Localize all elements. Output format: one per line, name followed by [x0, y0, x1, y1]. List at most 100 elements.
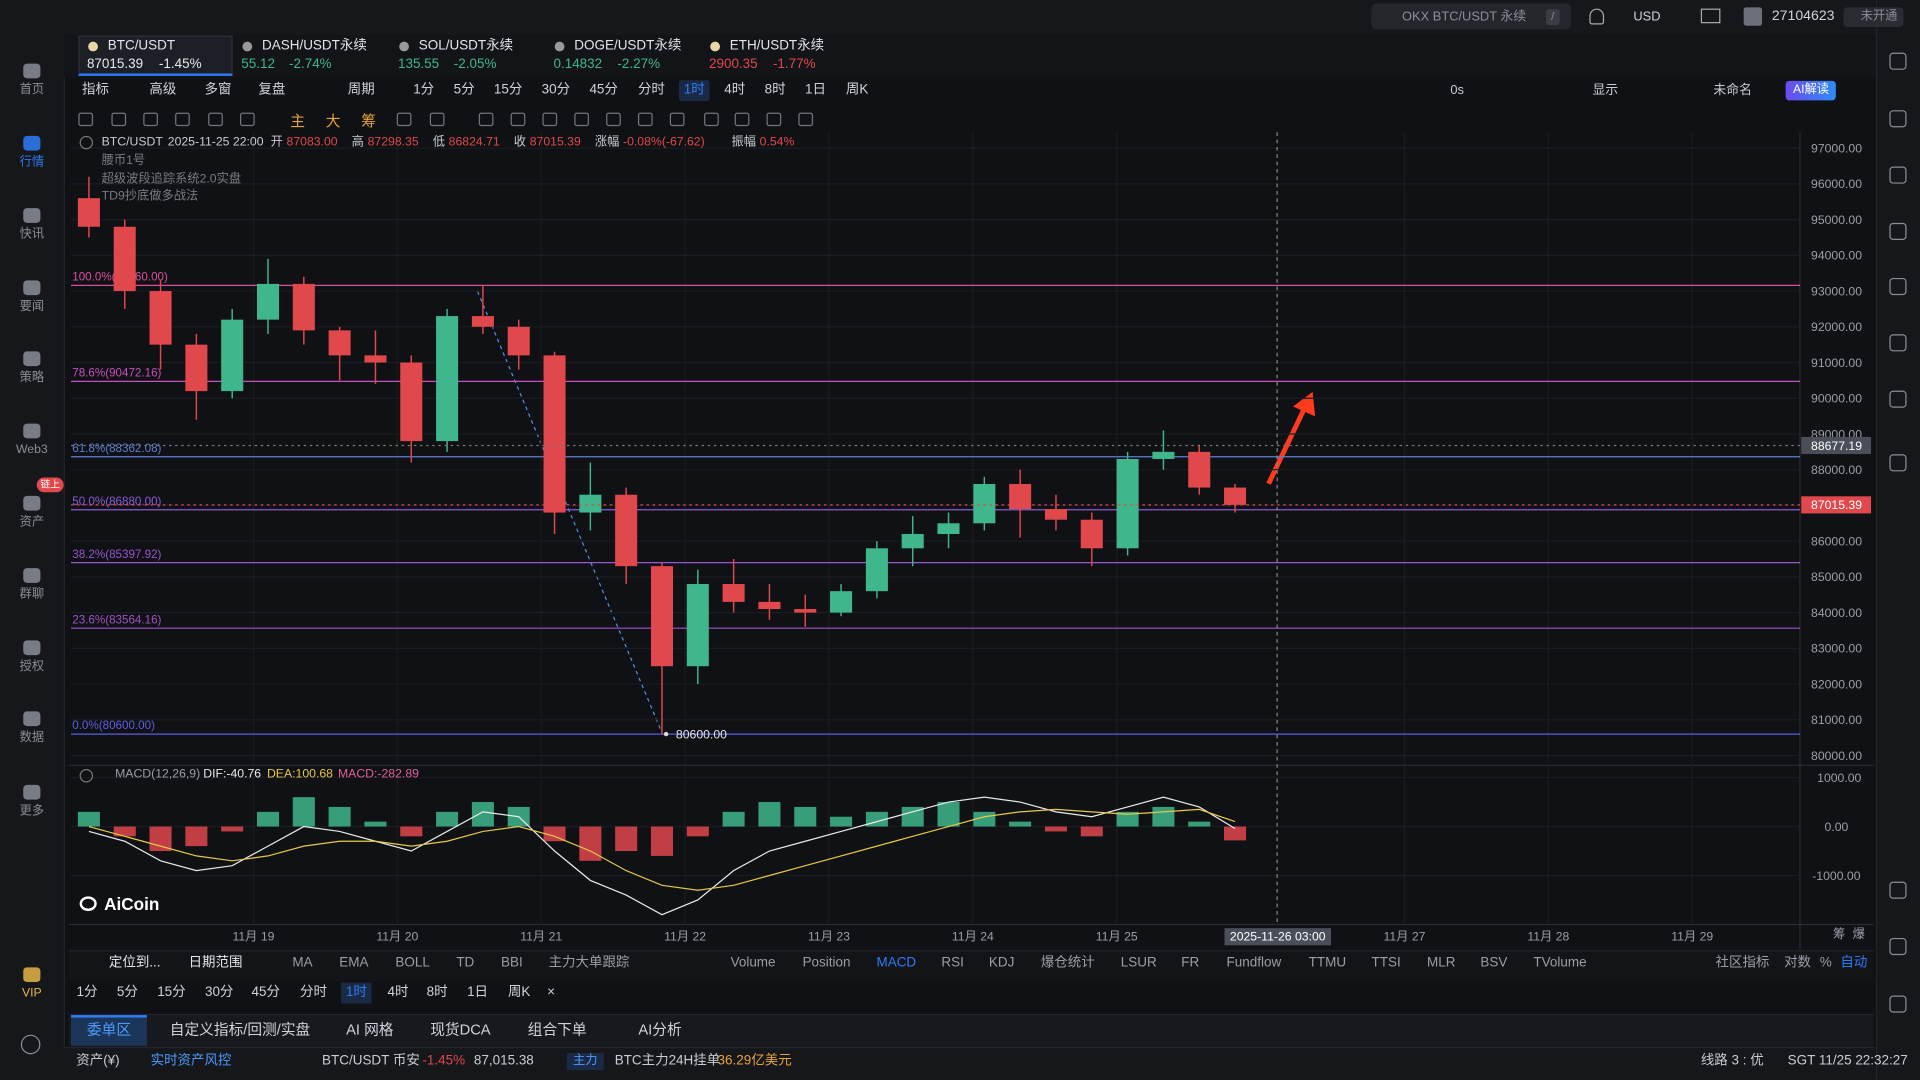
indicator-name[interactable]: TD9抄底做多战法: [101, 189, 199, 204]
right-sidebar-icon[interactable]: [1889, 881, 1907, 899]
interval-button[interactable]: 1分: [413, 82, 435, 98]
tab-symbol[interactable]: SOL/USDT永续: [418, 38, 514, 54]
interval-button[interactable]: 45分: [589, 82, 618, 98]
interval-button[interactable]: 分时: [637, 82, 665, 98]
tool-button[interactable]: BOLL: [395, 955, 430, 971]
panel-tab[interactable]: AI 网格: [346, 1021, 394, 1039]
draw-tool-icon[interactable]: [429, 112, 445, 127]
toolbar-button[interactable]: 多窗: [204, 82, 232, 98]
sidebar-item[interactable]: 首页: [19, 83, 45, 97]
draw-tool-icon[interactable]: [111, 112, 127, 127]
draw-tool-icon[interactable]: [766, 112, 782, 127]
draw-tool-icon[interactable]: [78, 112, 94, 127]
right-sidebar-icon[interactable]: [1889, 222, 1907, 240]
draw-tool-icon[interactable]: [734, 112, 750, 127]
indicator-name[interactable]: 腰币1号: [101, 154, 146, 168]
interval-button[interactable]: 8时: [426, 985, 448, 1000]
tool-button[interactable]: EMA: [339, 955, 369, 971]
draw-tool-icon[interactable]: [208, 112, 223, 127]
sidebar-item[interactable]: 策略: [19, 371, 45, 385]
indicator-button[interactable]: TVolume: [1533, 955, 1587, 971]
interval-button[interactable]: 1时: [678, 80, 710, 102]
interval-button[interactable]: 5分: [453, 82, 475, 98]
indicator-option[interactable]: 自动: [1840, 955, 1868, 971]
indicator-button[interactable]: KDJ: [988, 955, 1015, 971]
tab-symbol[interactable]: BTC/USDT: [107, 38, 176, 54]
toolbar-button[interactable]: 复盘: [258, 82, 286, 98]
interval-button[interactable]: ×: [547, 985, 555, 1000]
sidebar-item[interactable]: 要闻: [19, 300, 45, 314]
right-sidebar-icon[interactable]: [1889, 110, 1907, 128]
sidebar-item[interactable]: VIP: [21, 986, 42, 1001]
right-sidebar-icon[interactable]: [1889, 995, 1907, 1013]
toolbar-right-button[interactable]: AI解读: [1785, 80, 1837, 101]
tool-button[interactable]: 日期范围: [188, 955, 243, 971]
draw-tool-icon[interactable]: [574, 112, 589, 127]
interval-button[interactable]: 1日: [467, 985, 489, 1000]
toolbar-button[interactable]: 周期: [347, 82, 375, 98]
right-sidebar-icon[interactable]: [1889, 390, 1907, 408]
right-sidebar-icon[interactable]: [1889, 454, 1907, 472]
sidebar-item[interactable]: 资产: [19, 515, 45, 529]
tab-symbol[interactable]: ETH/USDT永续: [729, 38, 825, 54]
indicator-button[interactable]: Position: [802, 955, 851, 971]
toolbar-button[interactable]: 指标: [82, 82, 109, 98]
interval-button[interactable]: 1时: [340, 982, 372, 1004]
indicator-option[interactable]: 对数: [1784, 955, 1812, 971]
draw-tool-label[interactable]: 主: [290, 112, 305, 130]
indicator-button[interactable]: TTMU: [1308, 955, 1347, 971]
interval-button[interactable]: 周K: [507, 985, 531, 1000]
panel-tab[interactable]: 委单区: [86, 1021, 132, 1039]
indicator-button[interactable]: 爆仓统计: [1040, 955, 1095, 971]
tool-button[interactable]: 主力大单跟踪: [548, 955, 630, 971]
interval-button[interactable]: 30分: [204, 985, 234, 1000]
sidebar-item[interactable]: 快讯: [19, 227, 45, 242]
search-text[interactable]: OKX BTC/USDT 永续: [1402, 9, 1527, 25]
indicator-button[interactable]: TTSI: [1371, 955, 1401, 971]
draw-tool-icon[interactable]: [510, 112, 526, 127]
right-sidebar-icon[interactable]: [1889, 166, 1907, 184]
indicator-button[interactable]: BSV: [1480, 955, 1508, 971]
toolbar-right-button[interactable]: 显示: [1592, 82, 1619, 98]
interval-button[interactable]: 1分: [76, 985, 98, 1000]
sidebar-item[interactable]: 数据: [19, 731, 45, 745]
toolbar-right-button[interactable]: 未命名: [1713, 82, 1752, 98]
draw-tool-icon[interactable]: [798, 112, 814, 127]
panel-tab[interactable]: 现货DCA: [430, 1021, 491, 1039]
sidebar-item[interactable]: Web3: [15, 443, 48, 457]
search-box[interactable]: [1371, 3, 1572, 30]
currency-select[interactable]: USD: [1633, 9, 1661, 25]
right-sidebar-icon[interactable]: [1889, 334, 1907, 352]
indicator-name[interactable]: 超级波段追踪系统2.0实盘: [101, 172, 242, 186]
draw-tool-icon[interactable]: [396, 112, 412, 127]
sidebar-item[interactable]: 群聊: [19, 587, 45, 602]
interval-button[interactable]: 4时: [724, 82, 746, 98]
draw-tool-icon[interactable]: [542, 112, 558, 127]
tool-button[interactable]: MA: [292, 955, 313, 971]
draw-tool-label[interactable]: 大: [325, 112, 341, 130]
collapse-icon[interactable]: [79, 768, 94, 783]
draw-tool-icon[interactable]: [240, 112, 255, 127]
sidebar-item[interactable]: 授权: [19, 660, 45, 674]
interval-button[interactable]: 15分: [493, 82, 523, 98]
active-tab[interactable]: [78, 35, 233, 76]
draw-tool-icon[interactable]: [704, 112, 719, 127]
tab-symbol[interactable]: DOGE/USDT永续: [574, 38, 682, 54]
toolbar-button[interactable]: 高级: [149, 82, 177, 98]
draw-tool-icon[interactable]: [669, 112, 685, 127]
right-sidebar-icon[interactable]: [1889, 52, 1907, 70]
indicator-option[interactable]: %: [1819, 955, 1832, 971]
indicator-button[interactable]: MLR: [1426, 955, 1456, 971]
draw-tool-icon[interactable]: [606, 112, 621, 127]
interval-button[interactable]: 30分: [541, 82, 571, 98]
sidebar-item[interactable]: 行情: [19, 155, 45, 169]
right-sidebar-icon[interactable]: [1889, 937, 1907, 956]
draw-tool-label[interactable]: 筹: [361, 112, 376, 130]
interval-button[interactable]: 周K: [845, 82, 869, 98]
draw-tool-icon[interactable]: [637, 112, 653, 127]
status-risk[interactable]: 实时资产风控: [150, 1053, 232, 1069]
panel-tab[interactable]: 组合下单: [527, 1021, 587, 1039]
toolbar-right-button[interactable]: 0s: [1450, 82, 1464, 98]
interval-button[interactable]: 5分: [116, 985, 138, 1000]
right-sidebar-icon[interactable]: [1889, 277, 1907, 296]
